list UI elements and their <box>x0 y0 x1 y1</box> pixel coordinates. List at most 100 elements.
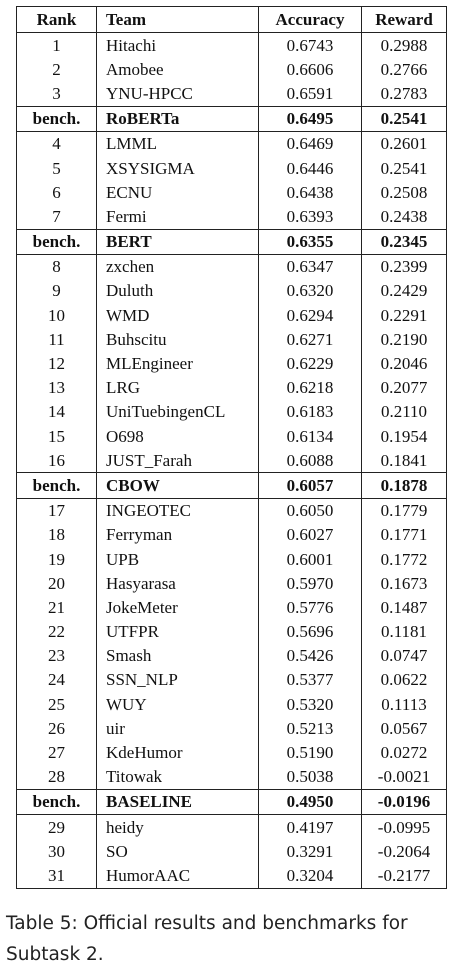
accuracy-cell: 0.5426 <box>258 643 362 668</box>
team-cell: UTFPR <box>96 619 259 644</box>
team-cell: Ferryman <box>96 522 259 547</box>
table-row: 2 Amobee 0.6606 0.2766 <box>16 57 447 82</box>
team-cell: Smash <box>96 643 259 668</box>
team-cell: SSN_NLP <box>96 667 259 693</box>
team-cell: BERT <box>96 228 259 255</box>
reward-cell: 0.0567 <box>361 716 447 741</box>
rank-cell: 10 <box>16 303 97 328</box>
rank-cell: 25 <box>16 692 97 717</box>
rank-cell: 26 <box>16 716 97 741</box>
accuracy-cell: 0.5190 <box>258 740 362 765</box>
benchmark-row: bench. BERT 0.6355 0.2345 <box>16 228 447 255</box>
team-cell: MLEngineer <box>96 351 259 376</box>
accuracy-cell: 0.5038 <box>258 764 362 790</box>
team-cell: JokeMeter <box>96 595 259 620</box>
reward-cell: -0.0995 <box>361 814 447 840</box>
accuracy-cell: 0.6134 <box>258 424 362 449</box>
table-row: 4 LMML 0.6469 0.2601 <box>16 130 447 156</box>
table-row: 13 LRG 0.6218 0.2077 <box>16 375 447 400</box>
table-row: 28 Titowak 0.5038 -0.0021 <box>16 764 447 790</box>
team-cell: WUY <box>96 692 259 717</box>
rank-cell: 16 <box>16 448 97 473</box>
reward-cell: 0.1113 <box>361 692 447 717</box>
accuracy-cell: 0.6218 <box>258 375 362 400</box>
table-row: 17 INGEOTEC 0.6050 0.1779 <box>16 497 447 523</box>
table-row: 15 O698 0.6134 0.1954 <box>16 424 447 449</box>
accuracy-cell: 0.6294 <box>258 303 362 328</box>
team-cell: Titowak <box>96 764 259 790</box>
rank-cell: 2 <box>16 57 97 82</box>
rank-cell: 28 <box>16 764 97 790</box>
reward-cell: 0.2046 <box>361 351 447 376</box>
reward-cell: 0.1841 <box>361 448 447 473</box>
table-row: 11 Buhscitu 0.6271 0.2190 <box>16 327 447 352</box>
team-cell: Fermi <box>96 204 259 229</box>
table-row: 5 XSYSIGMA 0.6446 0.2541 <box>16 155 447 181</box>
reward-cell: 0.2541 <box>361 155 447 181</box>
rank-cell: 13 <box>16 375 97 400</box>
rank-cell: 30 <box>16 839 97 864</box>
reward-cell: 0.2077 <box>361 375 447 400</box>
rank-cell: 5 <box>16 155 97 181</box>
rank-cell: 22 <box>16 619 97 644</box>
rank-cell: 19 <box>16 546 97 572</box>
team-cell: LMML <box>96 130 259 156</box>
reward-cell: 0.0622 <box>361 667 447 693</box>
accuracy-cell: 0.5696 <box>258 619 362 644</box>
team-cell: SO <box>96 839 259 864</box>
table-row: 30 SO 0.3291 -0.2064 <box>16 839 447 864</box>
reward-cell: 0.2508 <box>361 180 447 205</box>
accuracy-cell: 0.6606 <box>258 57 362 82</box>
accuracy-cell: 0.3204 <box>258 863 362 889</box>
accuracy-cell: 0.5320 <box>258 692 362 717</box>
reward-cell: 0.1772 <box>361 546 447 572</box>
table-row: 18 Ferryman 0.6027 0.1771 <box>16 522 447 547</box>
accuracy-cell: 0.6393 <box>258 204 362 229</box>
table-row: 19 UPB 0.6001 0.1772 <box>16 546 447 572</box>
reward-cell: -0.2064 <box>361 839 447 864</box>
header-accuracy: Accuracy <box>258 6 362 33</box>
team-cell: zxchen <box>96 253 259 279</box>
rank-cell: bench. <box>16 472 97 499</box>
rank-cell: 24 <box>16 667 97 693</box>
accuracy-cell: 0.6183 <box>258 399 362 424</box>
rank-cell: 3 <box>16 81 97 107</box>
reward-cell: 0.0272 <box>361 740 447 765</box>
team-cell: Hasyarasa <box>96 571 259 596</box>
accuracy-cell: 0.6438 <box>258 180 362 205</box>
table-body: 1 Hitachi 0.6743 0.2988 2 Amobee 0.6606 0.2766 3… <box>16 32 447 889</box>
table-row: 16 JUST_Farah 0.6088 0.1841 <box>16 448 447 473</box>
reward-cell: 0.2291 <box>361 303 447 328</box>
rank-cell: 18 <box>16 522 97 547</box>
accuracy-cell: 0.6320 <box>258 278 362 304</box>
rank-cell: 15 <box>16 424 97 449</box>
table-header: Rank Team Accuracy Reward <box>16 6 447 33</box>
table-row: 23 Smash 0.5426 0.0747 <box>16 643 447 668</box>
rank-cell: 9 <box>16 278 97 304</box>
accuracy-cell: 0.4197 <box>258 814 362 840</box>
table-row: 21 JokeMeter 0.5776 0.1487 <box>16 595 447 620</box>
benchmark-row: bench. CBOW 0.6057 0.1878 <box>16 472 447 499</box>
team-cell: heidy <box>96 814 259 840</box>
accuracy-cell: 0.6743 <box>258 32 362 58</box>
team-cell: JUST_Farah <box>96 448 259 473</box>
reward-cell: 0.2783 <box>361 81 447 107</box>
header-team: Team <box>96 6 259 33</box>
team-cell: CBOW <box>96 472 259 499</box>
reward-cell: 0.1779 <box>361 497 447 523</box>
rank-cell: 31 <box>16 863 97 889</box>
accuracy-cell: 0.3291 <box>258 839 362 864</box>
team-cell: Amobee <box>96 57 259 82</box>
rank-cell: 20 <box>16 571 97 596</box>
team-cell: Duluth <box>96 278 259 304</box>
reward-cell: -0.0196 <box>361 788 447 816</box>
reward-cell: 0.2766 <box>361 57 447 82</box>
table-row: 14 UniTuebingenCL 0.6183 0.2110 <box>16 399 447 424</box>
table-row: 22 UTFPR 0.5696 0.1181 <box>16 619 447 644</box>
table-row: 10 WMD 0.6294 0.2291 <box>16 303 447 328</box>
reward-cell: 0.2988 <box>361 32 447 58</box>
benchmark-row: bench. RoBERTa 0.6495 0.2541 <box>16 105 447 132</box>
rank-cell: 21 <box>16 595 97 620</box>
accuracy-cell: 0.5213 <box>258 716 362 741</box>
rank-cell: 27 <box>16 740 97 765</box>
